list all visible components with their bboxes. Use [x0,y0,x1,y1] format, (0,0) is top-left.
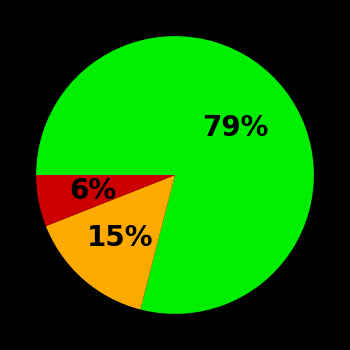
Wedge shape [36,36,314,314]
Text: 15%: 15% [87,224,153,252]
Text: 6%: 6% [70,177,117,205]
Wedge shape [46,175,175,309]
Text: 79%: 79% [202,114,268,142]
Wedge shape [36,175,175,226]
